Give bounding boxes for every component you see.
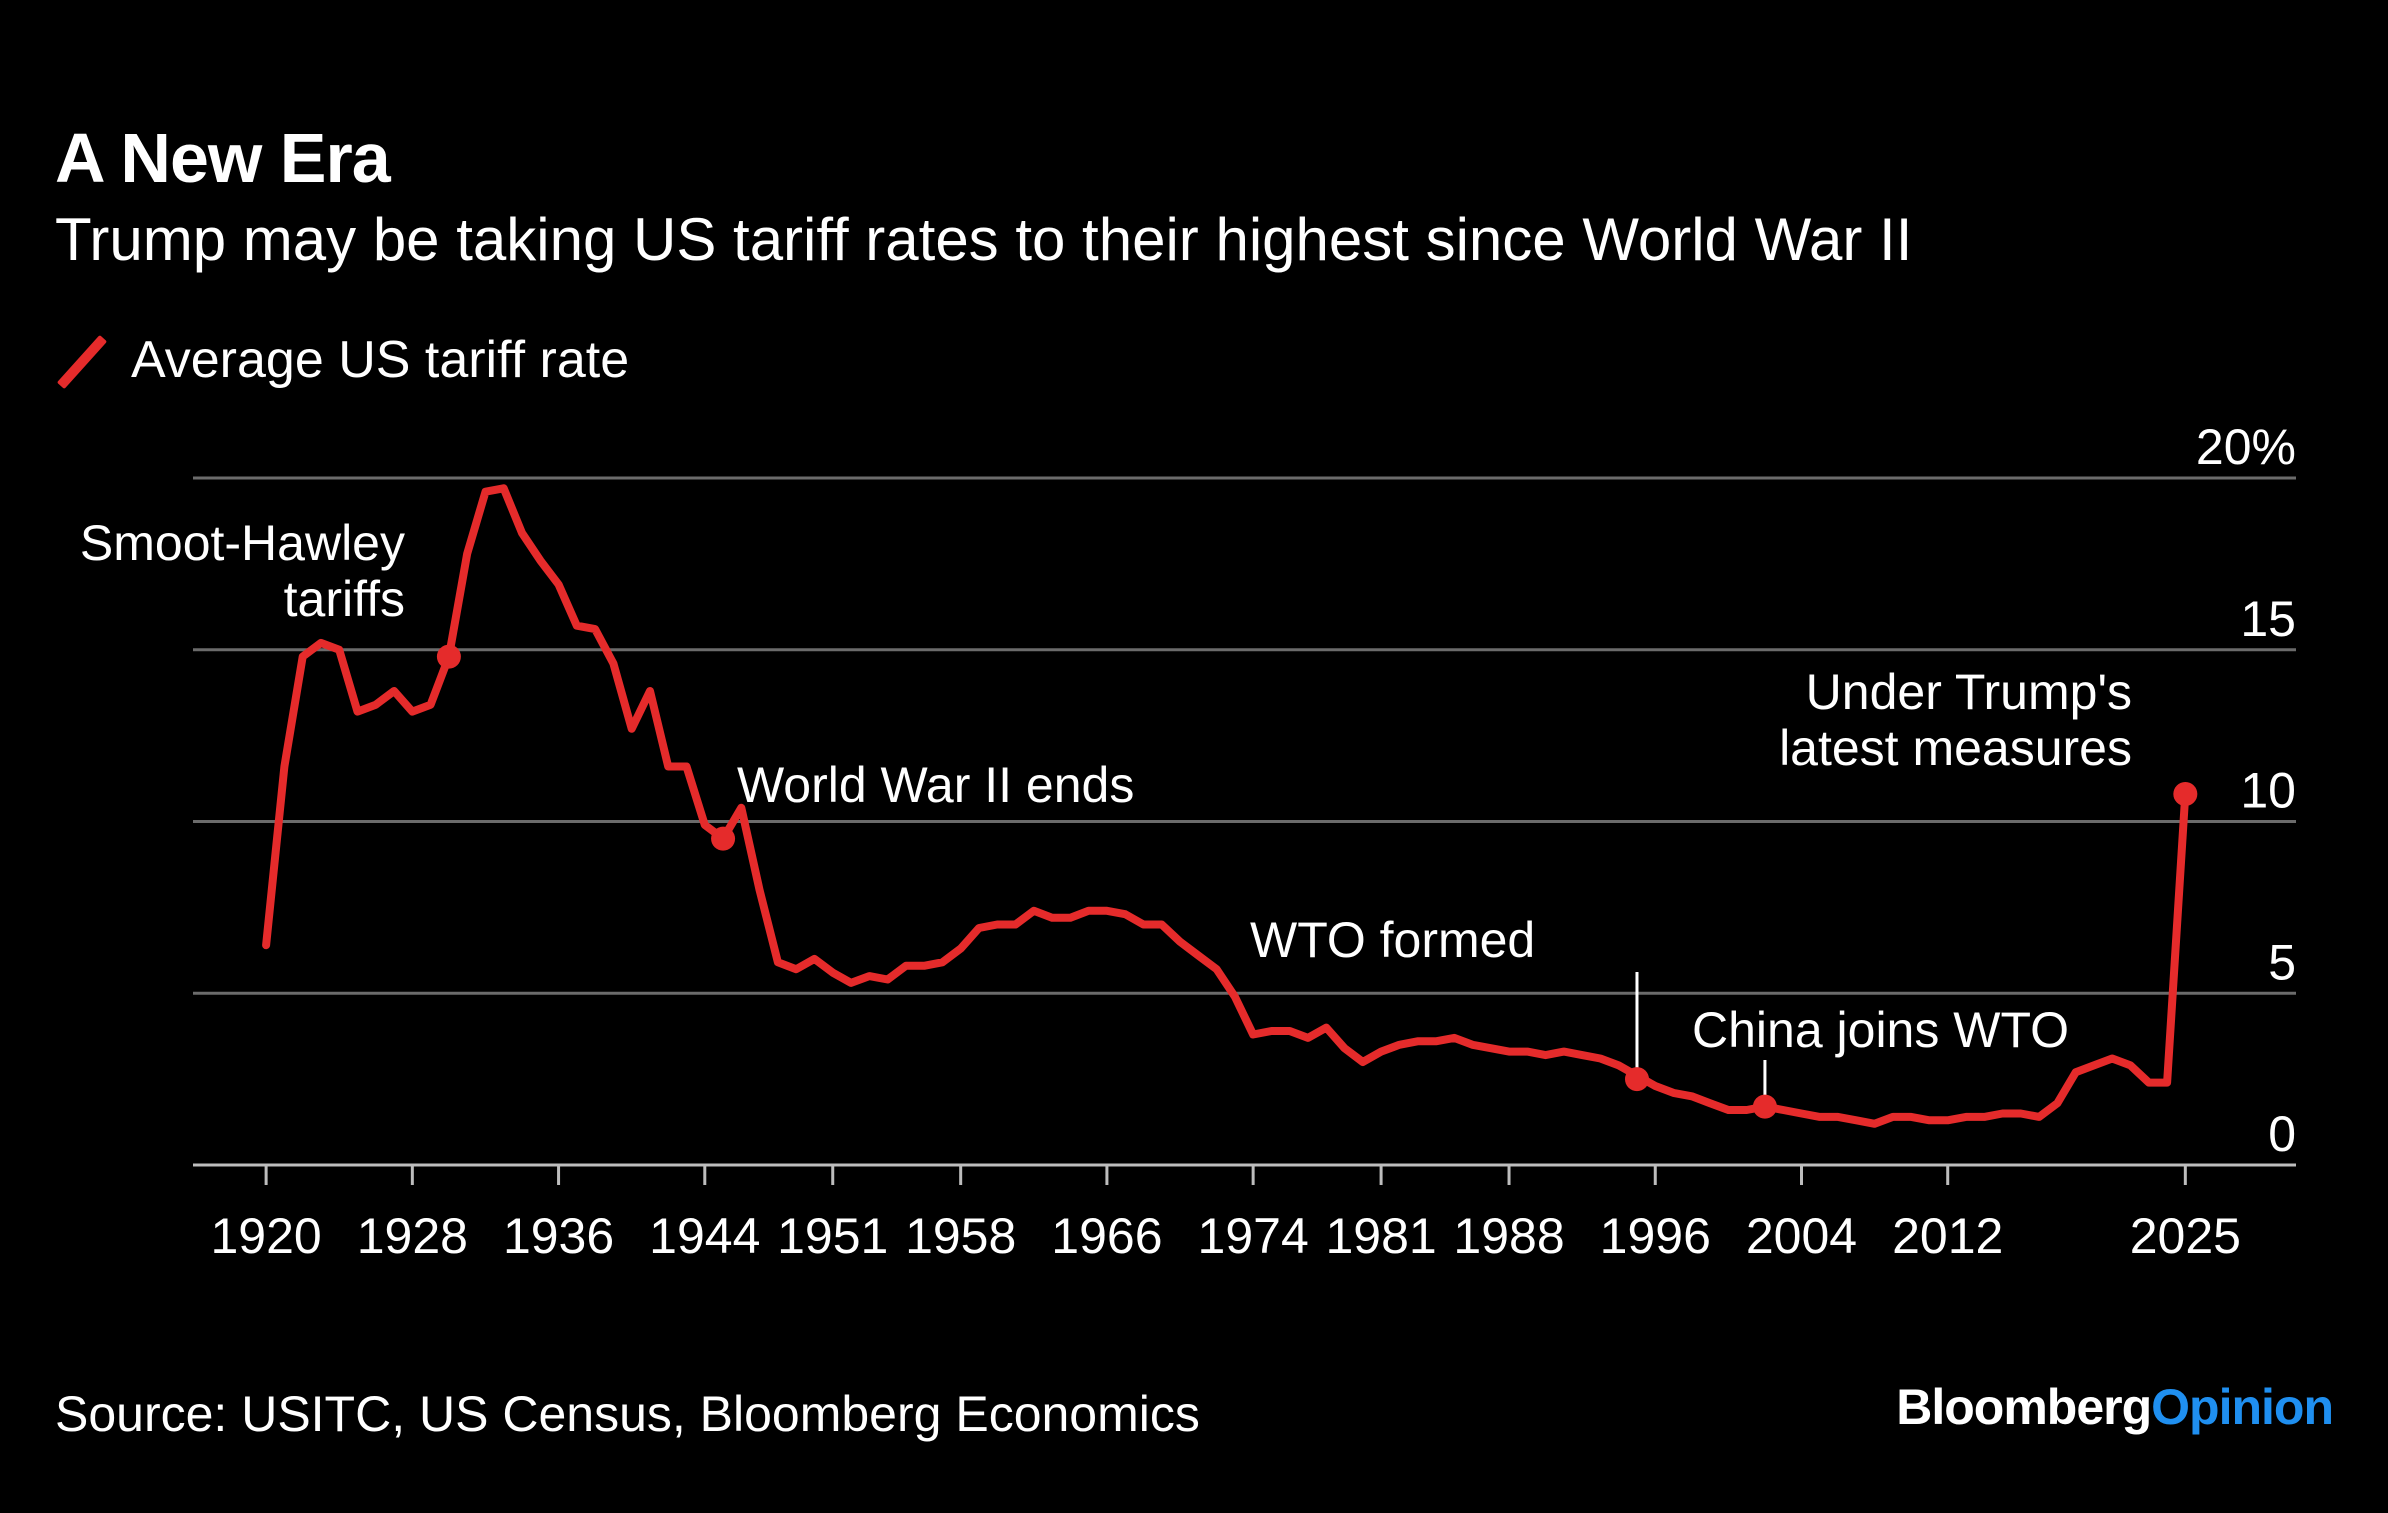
x-tick-label: 1966 (1051, 1208, 1162, 1264)
x-tick-label: 1936 (503, 1208, 614, 1264)
annotation-marker (1624, 1067, 1649, 1092)
y-tick-label: 20% (2196, 419, 2296, 475)
annotation-label: tariffs (284, 571, 405, 627)
annotation-label: World War II ends (737, 757, 1134, 813)
annotation-marker (1752, 1094, 1777, 1119)
y-tick-label: 15 (2240, 591, 2296, 647)
x-tick-label: 2004 (1746, 1208, 1857, 1264)
source-note: Source: USITC, US Census, Bloomberg Econ… (55, 1386, 1200, 1442)
chart-title: A New Era (55, 119, 391, 197)
axis-layer: 0 5 10 15 20% 1920 1928 1936 1944 1951 1958 1966 197… (210, 419, 2296, 1264)
y-tick-label: 5 (2268, 934, 2296, 990)
x-tick-label: 1920 (210, 1208, 321, 1264)
x-tick-label: 1951 (777, 1208, 888, 1264)
x-tick-label: 1996 (1600, 1208, 1711, 1264)
annotation-label: WTO formed (1250, 912, 1535, 968)
annotation-label: Under Trump's (1806, 664, 2132, 720)
brand-accent: Opinion (2151, 1379, 2334, 1435)
y-tick-label: 0 (2268, 1106, 2296, 1162)
x-tick-label: 1981 (1325, 1208, 1436, 1264)
annotation-marker (436, 644, 461, 669)
x-tick-label: 1988 (1453, 1208, 1564, 1264)
legend: Average US tariff rate (55, 325, 629, 395)
brand-main: Bloomberg (1896, 1379, 2152, 1435)
annotation-label: latest measures (1779, 720, 2132, 776)
series-layer (262, 484, 2190, 1128)
x-tick-label: 1974 (1198, 1208, 1309, 1264)
x-tick-label: 1958 (905, 1208, 1016, 1264)
x-tick-label: 2025 (2130, 1208, 2241, 1264)
annotation-marker (711, 826, 736, 851)
series-line (262, 484, 2190, 1128)
annotation-label: China joins WTO (1692, 1002, 2069, 1058)
grid-layer (193, 476, 2296, 1167)
annotation-marker (2173, 782, 2198, 807)
x-tick-label: 2012 (1892, 1208, 2003, 1264)
x-tick-label: 1928 (357, 1208, 468, 1264)
chart-subtitle: Trump may be taking US tariff rates to t… (55, 206, 1913, 273)
legend-label: Average US tariff rate (131, 331, 630, 389)
y-tick-label: 10 (2240, 763, 2296, 819)
annotation-label: Smoot-Hawley (80, 515, 405, 571)
brand-logo: BloombergOpinion (1896, 1378, 2334, 1436)
x-tick-label: 1944 (649, 1208, 760, 1264)
